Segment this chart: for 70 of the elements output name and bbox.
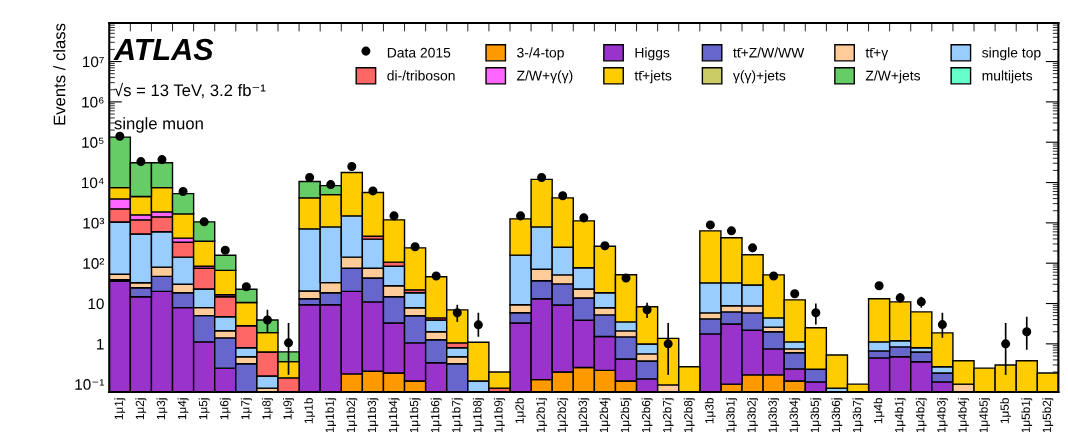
x-tick-label: 1μ6j — [219, 398, 231, 420]
y-tick-label: 10⁴ — [82, 177, 104, 189]
y-tick-label: 1 — [97, 338, 104, 350]
x-tick-label: 1μ1b7j — [451, 398, 463, 432]
annotation: single muon — [114, 117, 203, 133]
legend-label: di-/triboson — [387, 70, 455, 81]
x-tick-label: 1μ3b4j — [789, 398, 801, 432]
legend-label: Z/W+jets — [865, 70, 921, 84]
y-tick-label: 10 — [88, 298, 104, 310]
x-tick-label: 1μ5b — [1000, 398, 1011, 424]
x-tick-label: 1μ1b1j — [325, 398, 337, 432]
y-tick-label: 10⁻¹ — [75, 379, 105, 390]
x-tick-label: 1μ1b9j — [493, 398, 505, 432]
x-tick-label: 1μ2b6j — [641, 398, 653, 432]
legend-label: tt̄+jets — [634, 70, 672, 84]
x-tick-label: 1μ4b5j — [979, 398, 991, 432]
legend-label: Higgs — [635, 47, 670, 61]
x-tick-label: 1μ2b5j — [620, 398, 632, 432]
legend-label: γ(γ)+jets — [732, 70, 786, 84]
annotation: √s = 13 TeV, 3.2 fb⁻¹ — [114, 82, 266, 99]
x-tick-label: 1μ1b2j — [346, 398, 358, 432]
x-tick-label: 1μ2b1j — [536, 398, 548, 432]
y-axis-title: Events / class — [53, 23, 66, 125]
y-tick-label: 10⁶ — [82, 96, 104, 108]
y-tick-label: 10⁵ — [82, 137, 104, 148]
legend-label: Z/W+γ(γ) — [517, 70, 573, 84]
legend-label: 3-/4-top — [517, 47, 564, 61]
x-tick-label: 1μ3b — [704, 398, 716, 424]
x-tick-label: 1μ2b4j — [599, 398, 611, 432]
x-tick-label: 1μ8j — [261, 398, 273, 420]
x-tick-label: 1μ1b6j — [430, 398, 442, 432]
legend-label: tt̄+Z/W/WW — [733, 47, 805, 58]
x-tick-label: 1μ2j — [135, 398, 147, 420]
x-tick-label: 1μ7j — [240, 398, 252, 420]
x-tick-label: 1μ1b5j — [409, 398, 421, 432]
x-tick-label: 1μ5b1j — [1021, 398, 1033, 432]
x-tick-label: 1μ3b3j — [768, 398, 780, 432]
x-tick-label: 1μ4b — [873, 398, 885, 424]
x-tick-label: 1μ2b3j — [578, 398, 590, 432]
x-tick-label: 1μ5j — [198, 398, 210, 420]
x-tick-label: 1μ4j — [177, 398, 189, 420]
x-tick-label: 1μ3b2j — [747, 398, 759, 432]
legend-label: tt̄+γ — [865, 48, 889, 61]
x-tick-label: 1μ2b2j — [557, 398, 569, 432]
x-tick-label: 1μ4b2j — [915, 398, 927, 432]
x-tick-label: 1μ2b7j — [662, 398, 674, 432]
x-tick-label: 1μ9j — [283, 398, 295, 420]
legend-label: single top — [982, 47, 1041, 61]
chart-title: ATLAS — [113, 38, 214, 61]
x-tick-label: 1μ1b4j — [388, 398, 400, 432]
legend-label: multijets — [982, 70, 1033, 84]
x-tick-label: 1μ3b7j — [852, 398, 864, 432]
x-tick-label: 1μ5b2j — [1042, 398, 1054, 432]
x-tick-label: 1μ3b1j — [725, 398, 737, 432]
x-tick-label: 1μ1b3j — [367, 398, 379, 432]
x-tick-label: 1μ4b1j — [894, 398, 906, 432]
x-tick-label: 1μ4b3j — [936, 398, 948, 432]
x-tick-label: 1μ1b — [304, 398, 315, 424]
y-tick-label: 10³ — [83, 217, 105, 229]
x-tick-label: 1μ3b5j — [810, 398, 822, 432]
y-tick-label: 10² — [83, 258, 105, 269]
x-tick-label: 1μ4b4j — [957, 398, 969, 432]
x-tick-label: 1μ2b8j — [683, 398, 695, 432]
x-tick-label: 1μ2b — [515, 398, 526, 424]
x-tick-label: 1μ3j — [156, 398, 168, 420]
x-tick-label: 1μ3b6j — [831, 398, 843, 432]
x-tick-label: 1μ1b8j — [472, 398, 484, 432]
y-tick-label: 10⁷ — [83, 56, 104, 68]
x-tick-label: 1μ1j — [114, 398, 126, 420]
legend-label: Data 2015 — [387, 47, 451, 58]
